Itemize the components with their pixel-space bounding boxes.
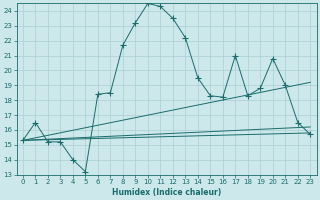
X-axis label: Humidex (Indice chaleur): Humidex (Indice chaleur) bbox=[112, 188, 221, 197]
